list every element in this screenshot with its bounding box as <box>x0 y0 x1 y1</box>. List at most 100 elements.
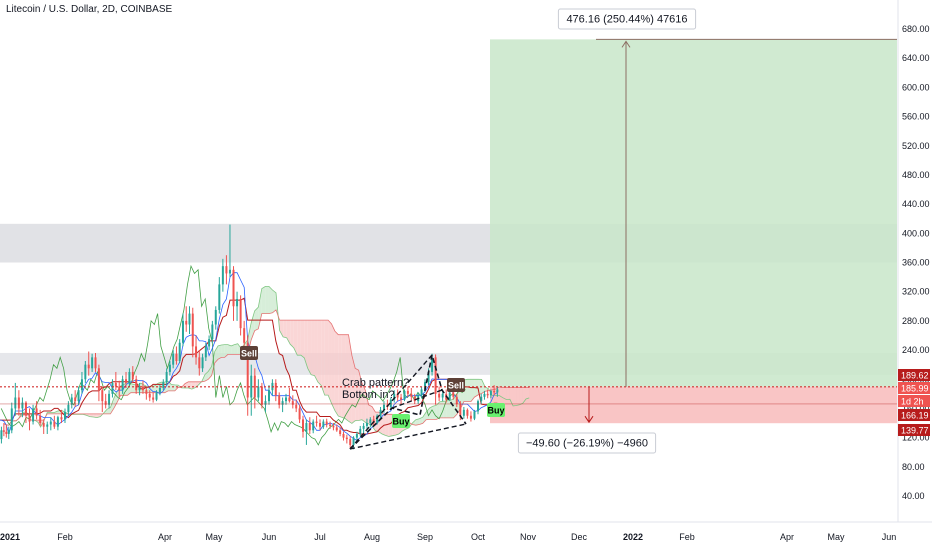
candle <box>243 320 246 351</box>
candle-body <box>302 419 304 432</box>
price-label: 189.62 <box>898 369 930 381</box>
candle <box>168 361 171 376</box>
ichimoku-cloud-segment <box>286 320 291 345</box>
candle <box>49 417 52 431</box>
candle-body <box>362 425 365 429</box>
candle-body <box>339 430 342 434</box>
ichimoku-cloud-segment <box>328 320 332 404</box>
candle-body <box>17 397 20 409</box>
candle-body <box>178 342 181 362</box>
x-tick-label: Feb <box>57 532 73 542</box>
ichimoku-cloud-segment <box>321 320 325 396</box>
candle-body <box>181 320 184 343</box>
target-label: 476.16 (250.44%) 47616 <box>557 8 697 30</box>
ichimoku-cloud-segment <box>467 379 472 402</box>
ichimoku-cloud-segment <box>358 370 362 421</box>
candle-body <box>70 397 73 405</box>
ichimoku-cloud-segment <box>415 418 420 426</box>
stop-label-text: −49.60 (−26.19%) −4960 <box>526 438 648 450</box>
y-tick-label: 120.00 <box>902 433 930 443</box>
candle <box>152 392 155 403</box>
candle-body <box>376 415 379 424</box>
candle-body <box>201 357 204 369</box>
candle <box>278 392 281 409</box>
y-tick-label: 360.00 <box>902 258 930 268</box>
price-label-bg <box>898 395 930 407</box>
candle <box>121 375 124 394</box>
candle-body <box>104 401 107 405</box>
price-label-text: 189.62 <box>901 371 929 381</box>
candle-body <box>145 390 148 394</box>
ichimoku-cloud-segment <box>436 401 440 420</box>
y-tick-label: 40.00 <box>902 491 925 501</box>
candle <box>268 385 270 405</box>
candle-body <box>483 393 486 397</box>
candle-body <box>264 401 267 405</box>
y-tick-label: 640.00 <box>902 53 930 63</box>
candle-body <box>218 284 221 310</box>
candle-body <box>121 379 124 391</box>
chart-title: Litecoin / U.S. Dollar, 2D, COINBASE <box>6 4 173 15</box>
candle <box>483 390 486 400</box>
candle-body <box>77 390 80 402</box>
candle <box>80 371 83 394</box>
candle-body <box>0 430 3 440</box>
profit-target-zone <box>490 39 897 387</box>
candle-body <box>236 298 239 307</box>
candle <box>165 368 168 386</box>
y-tick-label: 400.00 <box>902 228 930 238</box>
candle <box>335 424 338 432</box>
candle-body <box>80 379 83 391</box>
candle <box>185 306 188 332</box>
candle-body <box>111 382 114 394</box>
candle-body <box>2 430 5 432</box>
candle <box>42 419 45 434</box>
candle <box>438 386 441 402</box>
candle-body <box>393 393 396 400</box>
candle-body <box>308 423 311 431</box>
ichimoku-cloud-segment <box>283 320 287 338</box>
x-tick-label: Jun <box>882 532 897 542</box>
candle <box>162 379 165 391</box>
ichimoku-cloud-segment <box>471 379 475 402</box>
candle-body <box>74 397 77 402</box>
candle-body <box>325 421 328 425</box>
candle <box>204 342 207 362</box>
candle-body <box>257 386 260 398</box>
candle-body <box>322 421 325 427</box>
candle <box>420 386 423 399</box>
x-tick-label: 2022 <box>623 532 643 542</box>
stop-label-box <box>517 432 657 454</box>
candle <box>135 375 138 394</box>
candle-body <box>250 375 253 398</box>
candle <box>325 418 328 428</box>
candle-body <box>345 437 348 440</box>
candle-body <box>342 433 345 438</box>
sell-signal: Sell <box>240 346 258 360</box>
buy-signal: Buy <box>392 414 410 428</box>
candle <box>91 353 94 372</box>
candle-body <box>188 313 191 325</box>
ichimoku-cloud-segment <box>443 400 447 418</box>
candle <box>379 406 382 419</box>
candle <box>250 364 253 416</box>
y-tick-label: 240.00 <box>902 345 930 355</box>
ichimoku-cloud-segment <box>130 383 135 393</box>
candle-body <box>84 364 87 380</box>
ichimoku-cloud-segment <box>261 286 266 314</box>
price-label-text: 1d 2h <box>901 397 924 407</box>
candle-body <box>462 409 465 416</box>
candle-body <box>60 417 63 420</box>
ichimoku-cloud-segment <box>502 387 507 400</box>
stop-label: −49.60 (−26.19%) −4960 <box>517 432 657 454</box>
candle-body <box>260 386 263 405</box>
x-tick-label: Sep <box>417 532 433 542</box>
candle <box>253 368 256 409</box>
candle-body <box>232 269 235 307</box>
ichimoku-cloud-segment <box>171 384 175 391</box>
candle-body <box>459 404 462 416</box>
x-tick-label: Aug <box>364 532 380 542</box>
x-tick-label: May <box>827 532 845 542</box>
candle <box>28 408 31 431</box>
